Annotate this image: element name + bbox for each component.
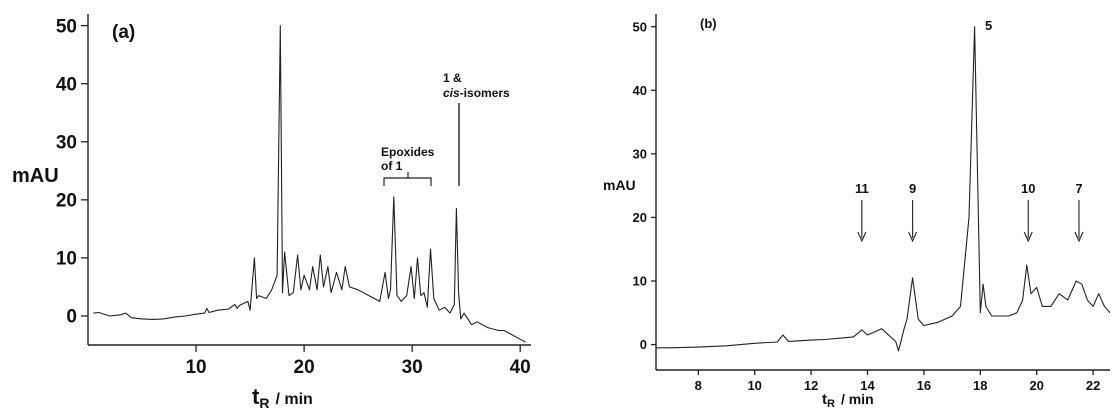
panel-a-ytick-label: 10 <box>56 249 77 270</box>
panel-b-xtick-label: 8 <box>695 378 702 393</box>
peak-label-5: 5 <box>985 18 992 33</box>
panel-b: 0 10 20 30 40 50 8 10 12 14 16 18 20 22 11 9 5 10 7 (b) m… <box>603 14 1111 410</box>
panel-b-xlabel-unit: / min <box>841 391 874 407</box>
panel-b-ylabel: mAU <box>603 177 636 193</box>
peak-label-10: 10 <box>1021 181 1035 196</box>
isomers-label-rest: -isomers <box>460 86 510 100</box>
panel-b-ticks: 0 10 20 30 40 50 8 10 12 14 16 18 20 22 <box>633 19 1101 393</box>
panel-a-series-line <box>93 25 526 343</box>
panel-a-xtick-label: 10 <box>185 357 206 378</box>
panel-a-xlabel: tR / min <box>252 384 313 411</box>
panel-a-ytick-label: 20 <box>56 190 77 211</box>
panel-a-ylabel: mAU <box>12 165 59 187</box>
panel-b-ytick-label: 30 <box>633 146 647 161</box>
panel-a-xlabel-main: t <box>252 384 260 409</box>
panel-a: 0 10 20 30 40 50 10 20 30 40 (a) mAU tR / min Epox… <box>12 14 531 411</box>
panel-b-ytick-label: 40 <box>633 83 647 98</box>
panel-b-xlabel: tR / min <box>822 391 874 410</box>
panel-a-ytick-label: 50 <box>56 16 77 37</box>
panel-a-xlabel-unit: / min <box>275 391 312 408</box>
panel-a-xtick-label: 40 <box>510 357 531 378</box>
panel-a-xtick-label: 30 <box>402 357 423 378</box>
panel-b-ytick-label: 0 <box>640 337 647 352</box>
panel-a-axes <box>87 14 531 346</box>
panel-b-label: (b) <box>700 16 717 31</box>
isomers-label-line2: cis-isomers <box>443 86 510 100</box>
panel-b-xtick-label: 18 <box>973 378 987 393</box>
panel-a-ticks: 0 10 20 30 40 50 10 20 30 40 <box>56 16 531 378</box>
peak-arrowhead-9 <box>908 231 918 243</box>
panel-b-ytick-label: 20 <box>633 210 647 225</box>
peak-label-7: 7 <box>1075 181 1082 196</box>
panel-b-xtick-label: 20 <box>1029 378 1043 393</box>
panel-b-ytick-label: 50 <box>633 19 647 34</box>
panel-a-ytick-label: 0 <box>66 307 77 328</box>
epoxides-label-line2: of 1 <box>381 159 403 173</box>
panel-a-xlabel-sub: R <box>259 395 269 411</box>
panel-b-xtick-label: 16 <box>917 378 931 393</box>
panel-a-ytick-label: 40 <box>56 74 77 95</box>
panel-b-series-line <box>656 26 1111 352</box>
panel-b-peak-labels: 11 9 5 10 7 <box>855 18 1084 243</box>
panel-b-ytick-label: 10 <box>633 274 647 289</box>
peak-arrowhead-7 <box>1074 231 1084 243</box>
isomers-label-cis: cis <box>443 86 460 100</box>
panel-a-label: (a) <box>112 22 135 43</box>
epoxides-label-line1: Epoxides <box>381 145 435 159</box>
peak-label-11: 11 <box>855 181 869 196</box>
panel-b-xtick-label: 22 <box>1086 378 1100 393</box>
panel-a-xtick-label: 20 <box>294 357 315 378</box>
panel-b-xlabel-sub: R <box>827 398 835 410</box>
panel-b-xtick-label: 10 <box>747 378 761 393</box>
panel-b-xlabel-main: t <box>822 391 827 408</box>
epoxides-bracket <box>383 172 432 186</box>
isomers-label-line1: 1 & <box>443 71 462 85</box>
panel-a-ytick-label: 30 <box>56 132 77 153</box>
panel-b-axes <box>655 14 1110 371</box>
peak-arrowhead-10 <box>1023 231 1033 243</box>
panel-b-xtick-label: 12 <box>804 378 818 393</box>
peak-label-9: 9 <box>909 181 916 196</box>
peak-arrowhead-11 <box>857 231 867 243</box>
panel-b-xtick-label: 14 <box>860 378 875 393</box>
